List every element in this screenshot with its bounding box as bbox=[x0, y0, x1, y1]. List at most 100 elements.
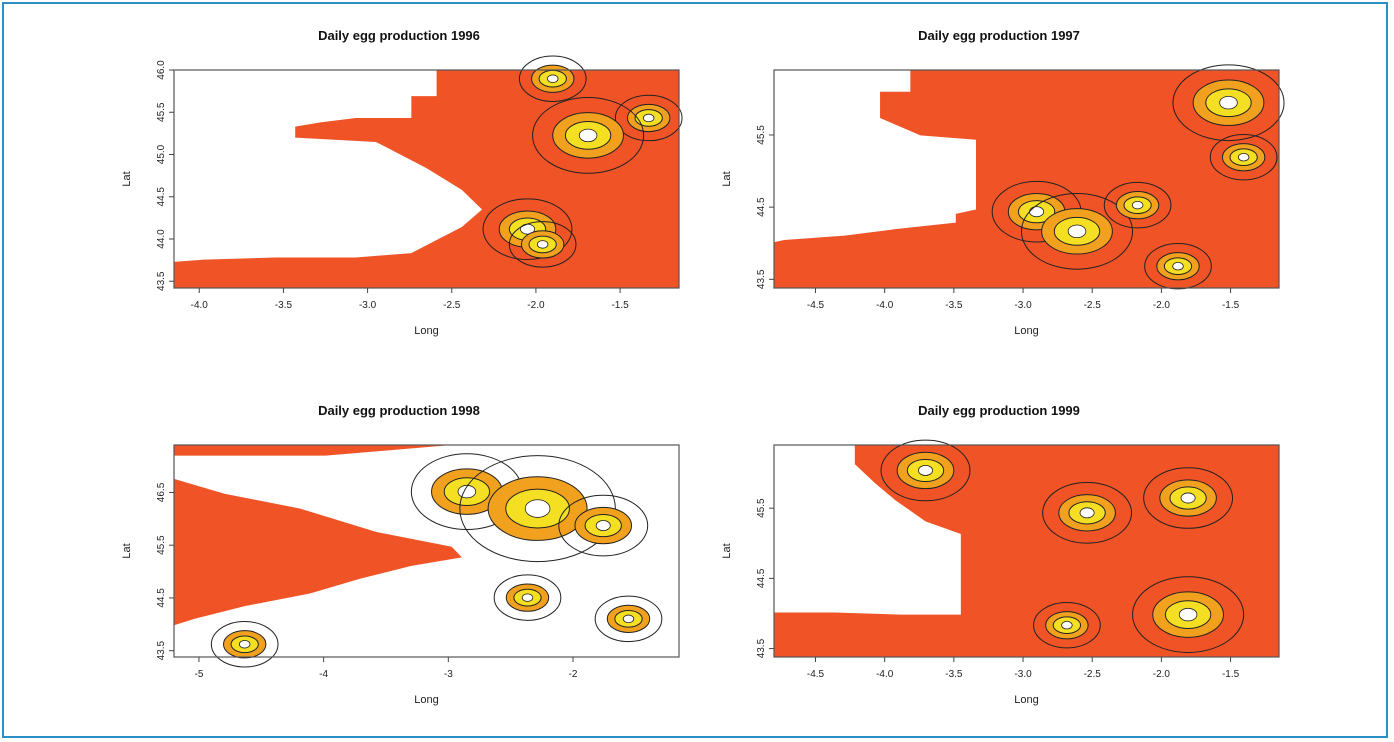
plot-border bbox=[173, 444, 680, 658]
x-tick-label: -1.5 bbox=[1222, 300, 1240, 311]
panel-title: Daily egg production 1996 bbox=[318, 28, 480, 43]
x-tick-label: -3.5 bbox=[945, 300, 963, 311]
hotspot-core bbox=[1131, 200, 1144, 210]
contour-line bbox=[532, 97, 645, 174]
x-tick-label: -2 bbox=[569, 669, 578, 680]
hotspot-core bbox=[1067, 224, 1087, 239]
x-tick-label: -2.0 bbox=[527, 300, 545, 311]
hotspot-core bbox=[521, 593, 534, 602]
plot-border bbox=[773, 69, 1280, 289]
contour-line bbox=[880, 439, 971, 502]
y-tick-label: 45.5 bbox=[756, 125, 767, 145]
hotspot-core bbox=[1172, 262, 1184, 271]
x-axis-title: Long bbox=[414, 694, 438, 706]
contour-line bbox=[508, 221, 577, 268]
hotspot-core bbox=[457, 484, 477, 499]
x-tick-label: -2.5 bbox=[443, 300, 461, 311]
x-tick-label: -2.5 bbox=[1084, 300, 1102, 311]
contour-line bbox=[614, 94, 683, 142]
x-tick-label: -4.5 bbox=[807, 669, 825, 680]
x-axis-title: Long bbox=[414, 325, 438, 337]
egg-production-1999-plot: -4.5 -4.0 -3.5 -3.0 -2.5 -2.0 -1.5 43.5 44.5 45.5… bbox=[721, 439, 1280, 706]
egg-production-1998-plot: -5 -4 -3 -2 43.5 44.5 45.5 46.5 Long Lat bbox=[121, 444, 680, 706]
y-axis-title: Lat bbox=[121, 171, 133, 186]
contour-line bbox=[493, 574, 562, 621]
hotspot-core bbox=[1061, 621, 1073, 630]
hotspot-core bbox=[595, 520, 611, 532]
y-tick-label: 44.5 bbox=[756, 197, 767, 217]
contour-line bbox=[518, 55, 587, 102]
unsampled-area bbox=[774, 445, 961, 615]
hotspot-core bbox=[918, 464, 933, 476]
contour-line bbox=[1103, 181, 1172, 229]
contour-line bbox=[558, 494, 649, 557]
egg-production-1996-panel: Daily egg production 1996 -4.0 -3.5 -3.0 -2… bbox=[104, 24, 694, 374]
unsampled-area bbox=[774, 70, 976, 243]
y-tick-label: 45.5 bbox=[156, 535, 167, 555]
x-tick-label: -3.0 bbox=[1014, 300, 1032, 311]
egg-production-1999-panel: Daily egg production 1999 -4.5 -4.0 -3.5 -3… bbox=[704, 399, 1294, 739]
egg-production-1997-panel: Daily egg production 1997 -4.5 -4.0 -3.5 -3… bbox=[704, 24, 1294, 374]
y-tick-label: 44.5 bbox=[756, 568, 767, 588]
hotspot-core bbox=[1237, 153, 1250, 162]
x-tick-label: -3.0 bbox=[1014, 669, 1032, 680]
x-tick-label: -5 bbox=[194, 669, 203, 680]
panel-title: Daily egg production 1999 bbox=[918, 403, 1080, 418]
y-tick-label: 43.5 bbox=[156, 641, 167, 661]
y-tick-label: 46.0 bbox=[156, 60, 167, 80]
x-tick-label: -3 bbox=[444, 669, 453, 680]
plot-border bbox=[173, 69, 680, 289]
x-tick-label: -3.5 bbox=[945, 669, 963, 680]
plot-border bbox=[773, 444, 1280, 658]
x-tick-label: -4.0 bbox=[191, 300, 209, 311]
contour-line bbox=[1042, 482, 1133, 544]
x-tick-label: -3.0 bbox=[359, 300, 377, 311]
y-axis-title: Lat bbox=[721, 171, 733, 186]
y-tick-label: 46.5 bbox=[156, 482, 167, 502]
x-axis-title: Long bbox=[1014, 325, 1038, 337]
hotspot-core bbox=[1029, 206, 1045, 218]
hotspot-core bbox=[536, 240, 549, 249]
x-tick-label: -2.0 bbox=[1153, 300, 1171, 311]
egg-production-1996-plot: -4.0 -3.5 -3.0 -2.5 -2.0 -1.5 43.5 44.0 44.5 45.0… bbox=[121, 55, 683, 337]
hotspot-core bbox=[578, 128, 598, 143]
unsampled-area bbox=[174, 70, 483, 262]
y-tick-label: 43.5 bbox=[756, 638, 767, 658]
contour-line bbox=[1172, 64, 1285, 142]
hotspot-core bbox=[524, 499, 551, 518]
y-tick-label: 43.5 bbox=[756, 269, 767, 289]
contour-line bbox=[1144, 242, 1212, 290]
x-tick-label: -2.5 bbox=[1084, 669, 1102, 680]
hotspot-core bbox=[1178, 607, 1198, 622]
hotspot-core bbox=[1219, 95, 1238, 110]
x-tick-label: -1.5 bbox=[611, 300, 629, 311]
y-axis-title: Lat bbox=[721, 543, 733, 558]
y-tick-label: 44.0 bbox=[156, 229, 167, 249]
panel-title: Daily egg production 1997 bbox=[918, 28, 1080, 43]
y-axis-title: Lat bbox=[121, 543, 133, 558]
x-tick-label: -2.0 bbox=[1153, 669, 1171, 680]
x-tick-label: -3.5 bbox=[275, 300, 293, 311]
hotspot-core bbox=[238, 640, 251, 649]
contour-line bbox=[1033, 601, 1101, 649]
hotspot-core bbox=[642, 113, 655, 123]
y-tick-label: 44.5 bbox=[156, 588, 167, 608]
contour-line bbox=[1209, 133, 1278, 181]
egg-production-1998-panel: Daily egg production 1998 -5 -4 -3 -2 43.5 44… bbox=[104, 399, 694, 739]
y-tick-label: 45.0 bbox=[156, 144, 167, 164]
x-tick-label: -1.5 bbox=[1222, 669, 1240, 680]
contour-line bbox=[594, 595, 663, 643]
contour-line bbox=[210, 621, 279, 668]
hotspot-core bbox=[1180, 492, 1196, 504]
contour-line bbox=[482, 198, 573, 260]
y-tick-label: 45.5 bbox=[756, 498, 767, 518]
x-tick-label: -4.5 bbox=[807, 300, 825, 311]
y-tick-label: 45.5 bbox=[156, 102, 167, 122]
x-tick-label: -4 bbox=[319, 669, 328, 680]
hotspot-core bbox=[547, 74, 559, 83]
y-tick-label: 43.5 bbox=[156, 271, 167, 291]
contour-line bbox=[1143, 467, 1234, 529]
x-tick-label: -4.0 bbox=[876, 300, 894, 311]
x-axis-title: Long bbox=[1014, 694, 1038, 706]
hotspot-core bbox=[1079, 507, 1095, 519]
